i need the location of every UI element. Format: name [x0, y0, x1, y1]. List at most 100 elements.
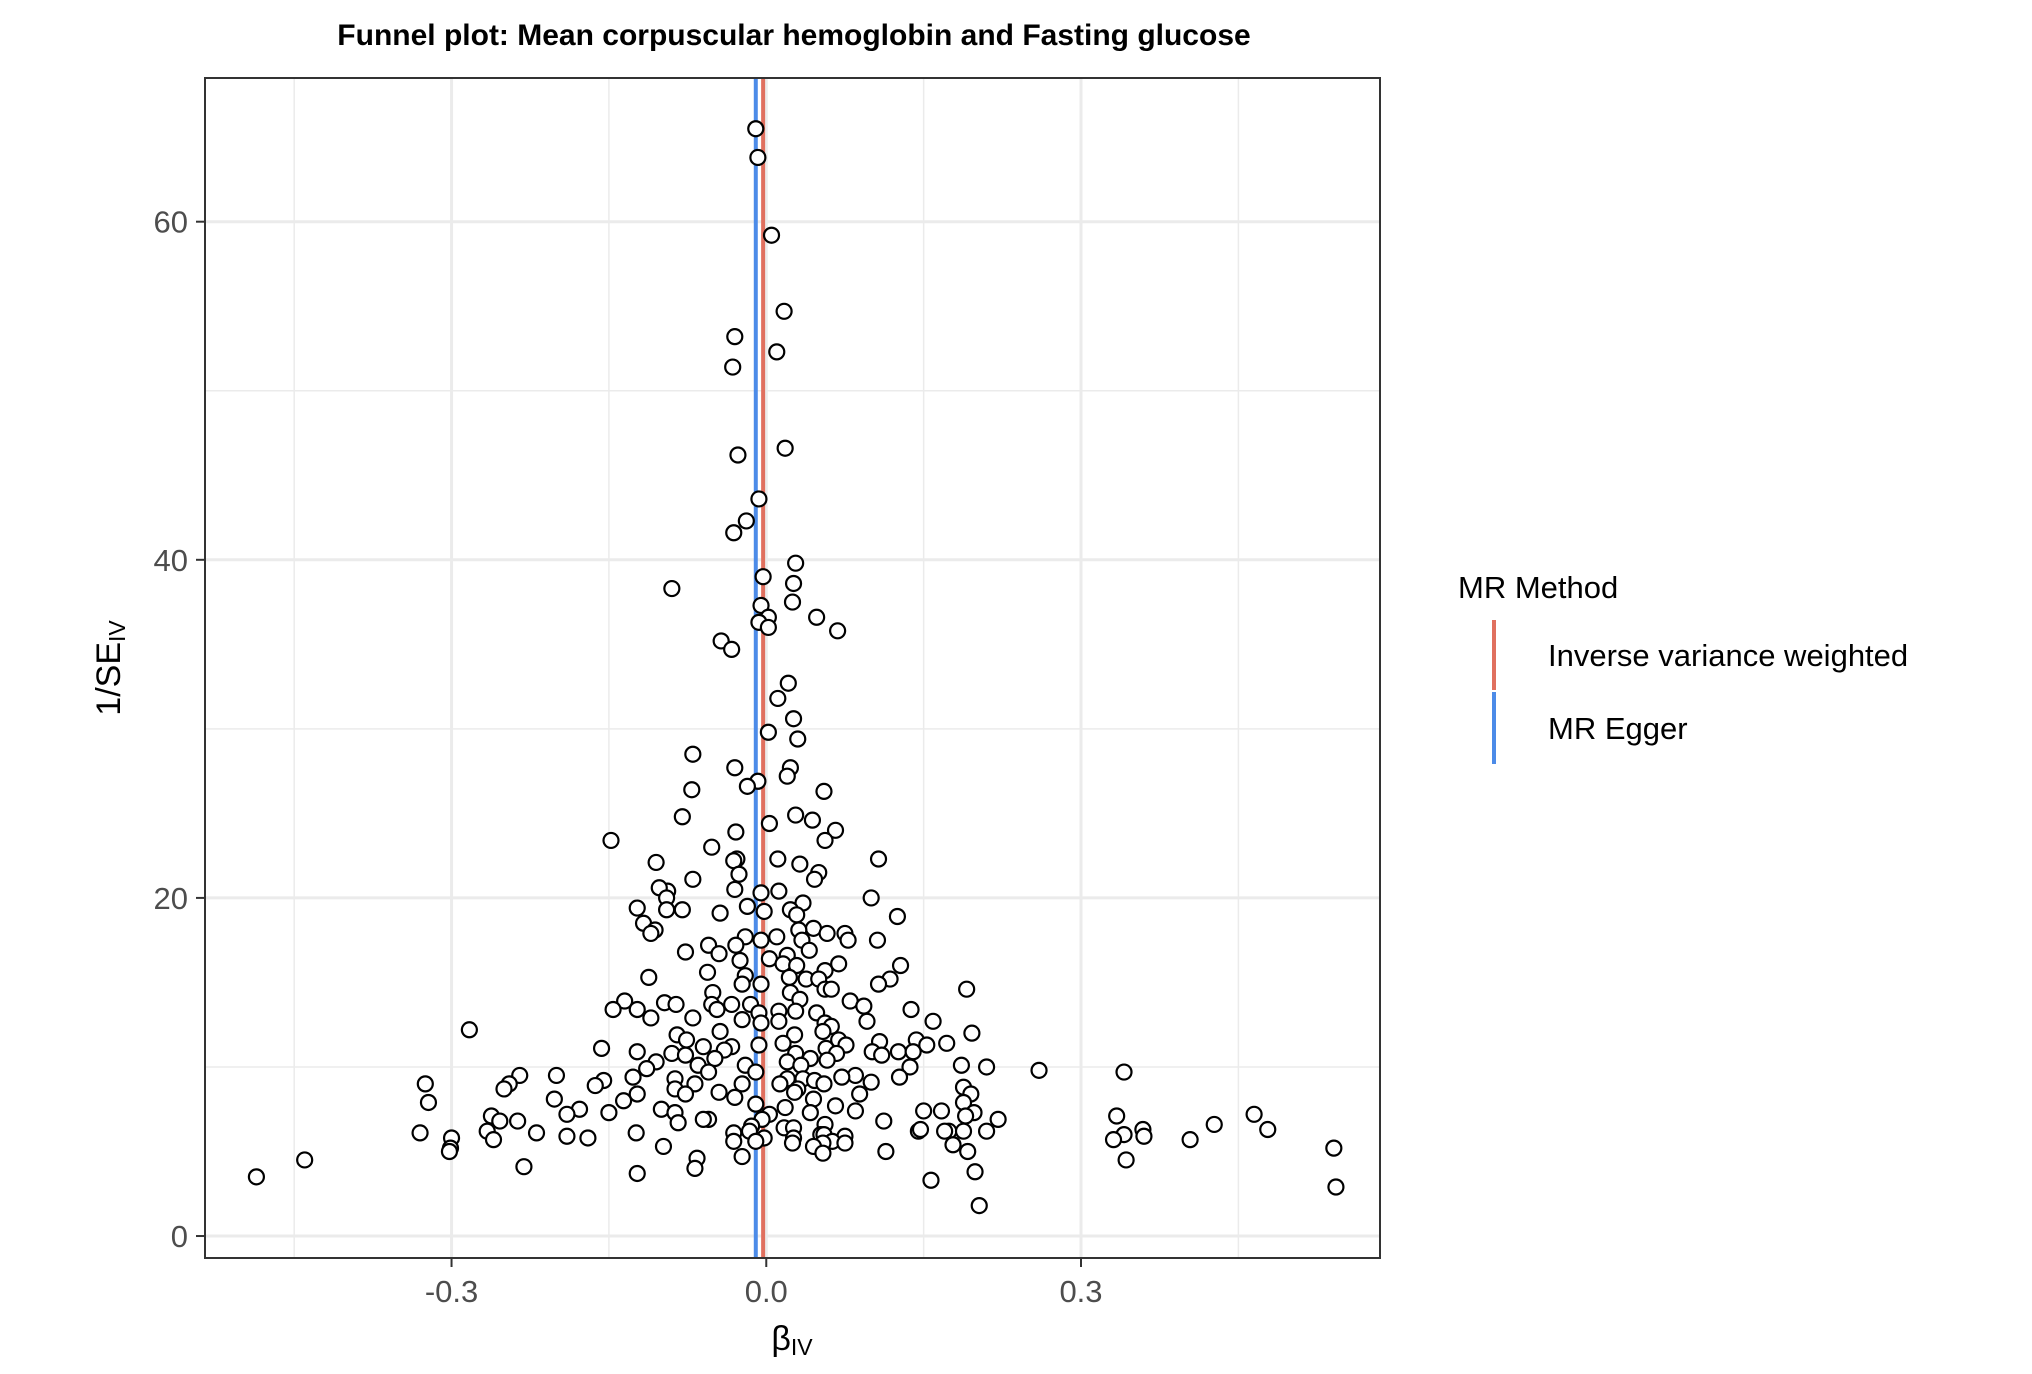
- data-point: [484, 1131, 503, 1149]
- data-point: [669, 1114, 687, 1132]
- x-axis-title: βIV: [771, 1320, 813, 1360]
- data-point: [699, 1063, 718, 1081]
- data-point: [1104, 1131, 1123, 1149]
- data-point: [915, 1102, 933, 1120]
- data-point: [558, 1105, 576, 1123]
- data-point: [815, 782, 833, 801]
- data-point: [778, 767, 796, 785]
- data-point: [694, 1110, 712, 1128]
- data-point: [785, 1026, 804, 1044]
- data-point: [752, 1014, 770, 1032]
- data-point: [676, 1046, 695, 1064]
- data-point: [684, 870, 702, 888]
- data-point: [869, 850, 888, 868]
- data-point: [954, 1122, 973, 1140]
- data-point: [1181, 1131, 1199, 1149]
- data-point: [938, 1034, 956, 1052]
- data-point: [869, 975, 888, 993]
- data-point: [889, 1043, 908, 1061]
- legend-label-mr-egger: MR Egger: [1548, 711, 1688, 746]
- chart-title: Funnel plot: Mean corpuscular hemoglobin…: [337, 19, 1250, 52]
- data-point: [684, 1009, 702, 1027]
- data-point: [890, 1068, 909, 1086]
- data-point: [604, 1000, 622, 1019]
- data-point: [805, 870, 824, 888]
- data-point: [460, 1021, 478, 1039]
- data-point: [729, 446, 747, 464]
- data-point: [673, 901, 691, 919]
- legend: MR Method Inverse variance weighted MR E…: [1458, 570, 1908, 764]
- data-point: [787, 554, 805, 572]
- data-point: [416, 1075, 434, 1093]
- data-point: [738, 897, 756, 915]
- data-point: [814, 1022, 832, 1041]
- data-point: [770, 1012, 788, 1030]
- data-point: [726, 759, 744, 777]
- data-point: [1325, 1139, 1343, 1157]
- y-axis-ticks: 0 20 40 60: [154, 205, 205, 1254]
- data-point: [759, 618, 777, 637]
- data-point: [723, 640, 741, 659]
- data-point: [747, 1063, 765, 1081]
- data-point: [952, 1056, 971, 1074]
- data-point: [959, 1142, 977, 1161]
- data-point: [851, 1085, 869, 1103]
- data-point: [738, 777, 756, 795]
- data-point: [750, 1036, 768, 1054]
- data-point: [725, 1132, 743, 1150]
- y-tick-label: 20: [154, 881, 188, 916]
- data-point: [760, 814, 779, 833]
- data-point: [627, 1124, 645, 1142]
- data-point: [814, 1144, 832, 1162]
- data-point: [788, 906, 806, 924]
- data-point: [789, 730, 807, 748]
- data-point: [922, 1171, 940, 1189]
- data-point: [628, 1000, 646, 1019]
- data-point: [1205, 1115, 1223, 1134]
- data-point: [296, 1151, 314, 1169]
- data-point: [725, 524, 743, 542]
- data-point: [752, 884, 770, 902]
- data-point: [868, 931, 887, 949]
- data-point: [708, 1000, 726, 1019]
- data-point: [783, 593, 802, 611]
- data-point: [684, 745, 702, 763]
- data-point: [762, 226, 781, 244]
- data-point: [667, 995, 685, 1014]
- data-point: [419, 1093, 438, 1112]
- data-point: [730, 865, 748, 883]
- data-point: [491, 1112, 509, 1130]
- data-point: [628, 899, 646, 917]
- data-point: [800, 941, 818, 959]
- data-point: [771, 1075, 789, 1093]
- data-point: [839, 931, 857, 949]
- data-point: [1117, 1151, 1135, 1169]
- data-point: [683, 781, 701, 799]
- data-point: [647, 853, 665, 872]
- data-point: [779, 674, 797, 692]
- data-point: [791, 855, 809, 873]
- data-point: [759, 723, 777, 741]
- data-point: [686, 1159, 704, 1178]
- data-point: [663, 579, 681, 598]
- data-point: [694, 1038, 712, 1056]
- data-point: [924, 1012, 942, 1030]
- data-point: [747, 120, 765, 138]
- x-tick-label: 0.3: [1059, 1274, 1102, 1309]
- data-point: [628, 1043, 646, 1061]
- data-point: [1115, 1063, 1133, 1081]
- data-point: [628, 1085, 646, 1103]
- data-point: [733, 1011, 751, 1029]
- data-point: [747, 1095, 765, 1113]
- data-point: [858, 1012, 876, 1030]
- data-point: [944, 1136, 962, 1154]
- data-point: [776, 439, 794, 457]
- grid-lines: [205, 78, 1380, 1258]
- data-point: [787, 806, 805, 824]
- data-point: [726, 1088, 744, 1106]
- data-point: [780, 968, 798, 986]
- data-point: [1259, 1120, 1277, 1139]
- data-point: [752, 975, 770, 993]
- data-point: [737, 512, 755, 530]
- data-point: [733, 1075, 751, 1093]
